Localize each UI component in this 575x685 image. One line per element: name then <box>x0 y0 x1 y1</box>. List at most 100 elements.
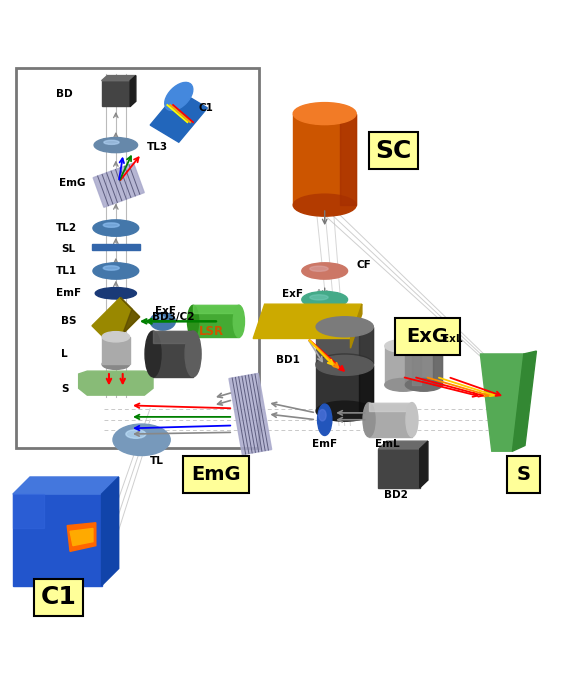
Text: SL: SL <box>62 245 75 254</box>
Polygon shape <box>480 354 524 451</box>
Ellipse shape <box>385 340 421 352</box>
Polygon shape <box>369 403 412 437</box>
Text: BS: BS <box>62 316 77 326</box>
Polygon shape <box>13 477 118 494</box>
Ellipse shape <box>156 316 164 321</box>
Text: BD1: BD1 <box>276 355 300 364</box>
FancyBboxPatch shape <box>34 579 83 616</box>
Ellipse shape <box>126 429 146 438</box>
Polygon shape <box>93 163 144 208</box>
Ellipse shape <box>316 356 373 375</box>
Polygon shape <box>193 306 239 337</box>
Polygon shape <box>193 306 239 313</box>
Ellipse shape <box>113 424 170 456</box>
Text: TL: TL <box>150 456 164 466</box>
Text: EmG: EmG <box>59 178 85 188</box>
Ellipse shape <box>93 220 139 236</box>
Polygon shape <box>130 75 136 106</box>
Polygon shape <box>385 346 421 385</box>
Ellipse shape <box>187 306 199 337</box>
Text: EmL: EmL <box>375 439 400 449</box>
Polygon shape <box>369 403 412 411</box>
Ellipse shape <box>293 194 356 216</box>
Polygon shape <box>79 371 153 395</box>
Polygon shape <box>512 351 536 451</box>
Polygon shape <box>150 90 208 142</box>
Ellipse shape <box>104 266 119 270</box>
Text: TL3: TL3 <box>147 142 168 152</box>
Polygon shape <box>293 114 356 206</box>
Ellipse shape <box>316 401 373 421</box>
Polygon shape <box>229 373 271 455</box>
Ellipse shape <box>104 140 119 145</box>
Polygon shape <box>359 327 373 364</box>
Polygon shape <box>316 365 373 411</box>
Polygon shape <box>340 114 356 206</box>
Ellipse shape <box>102 359 129 369</box>
Text: C1: C1 <box>41 585 76 609</box>
Ellipse shape <box>94 138 137 153</box>
Polygon shape <box>412 346 421 385</box>
Polygon shape <box>102 337 129 364</box>
Text: C1: C1 <box>199 103 214 113</box>
Ellipse shape <box>310 295 328 300</box>
Polygon shape <box>253 304 362 338</box>
Text: CF: CF <box>356 260 371 270</box>
Ellipse shape <box>310 266 328 271</box>
Polygon shape <box>433 346 442 385</box>
Ellipse shape <box>145 331 161 377</box>
Text: L: L <box>62 349 68 359</box>
Ellipse shape <box>405 340 442 352</box>
Text: BD: BD <box>56 88 72 99</box>
FancyBboxPatch shape <box>507 456 540 493</box>
Ellipse shape <box>293 103 356 125</box>
Polygon shape <box>70 528 93 546</box>
Text: TL1: TL1 <box>56 266 77 276</box>
Text: ExF: ExF <box>282 288 303 299</box>
Text: S: S <box>62 384 69 395</box>
Polygon shape <box>378 449 420 488</box>
Polygon shape <box>92 297 140 345</box>
Text: EmF: EmF <box>56 288 81 298</box>
Text: S: S <box>516 464 530 484</box>
Polygon shape <box>102 81 130 106</box>
Ellipse shape <box>302 291 347 308</box>
FancyBboxPatch shape <box>183 456 248 493</box>
FancyBboxPatch shape <box>395 318 461 356</box>
Polygon shape <box>405 346 442 385</box>
Ellipse shape <box>93 263 139 279</box>
Text: BD2: BD2 <box>384 490 408 500</box>
Ellipse shape <box>406 403 418 437</box>
Ellipse shape <box>316 316 373 337</box>
Ellipse shape <box>363 403 375 437</box>
Polygon shape <box>67 523 96 551</box>
Ellipse shape <box>104 223 119 227</box>
Polygon shape <box>13 494 44 528</box>
Ellipse shape <box>316 354 373 374</box>
Ellipse shape <box>233 306 244 337</box>
Text: LSR: LSR <box>199 325 224 338</box>
Polygon shape <box>153 331 193 377</box>
Ellipse shape <box>185 331 201 377</box>
Polygon shape <box>102 477 118 586</box>
Polygon shape <box>420 441 428 488</box>
Text: EmG: EmG <box>191 464 241 484</box>
Ellipse shape <box>385 378 421 391</box>
FancyBboxPatch shape <box>16 68 259 449</box>
Polygon shape <box>359 365 373 411</box>
Ellipse shape <box>150 312 175 330</box>
Ellipse shape <box>164 82 193 110</box>
Polygon shape <box>378 441 428 449</box>
Polygon shape <box>350 304 362 348</box>
Polygon shape <box>120 297 140 334</box>
Text: BD3/C2: BD3/C2 <box>152 312 194 322</box>
Ellipse shape <box>95 288 136 299</box>
Ellipse shape <box>405 378 442 391</box>
Text: ExF: ExF <box>155 306 176 316</box>
FancyBboxPatch shape <box>369 132 418 169</box>
Text: ExL: ExL <box>442 334 462 345</box>
Ellipse shape <box>102 332 129 342</box>
Text: ExG: ExG <box>407 327 448 347</box>
Ellipse shape <box>302 263 347 279</box>
Text: EmF: EmF <box>312 439 338 449</box>
